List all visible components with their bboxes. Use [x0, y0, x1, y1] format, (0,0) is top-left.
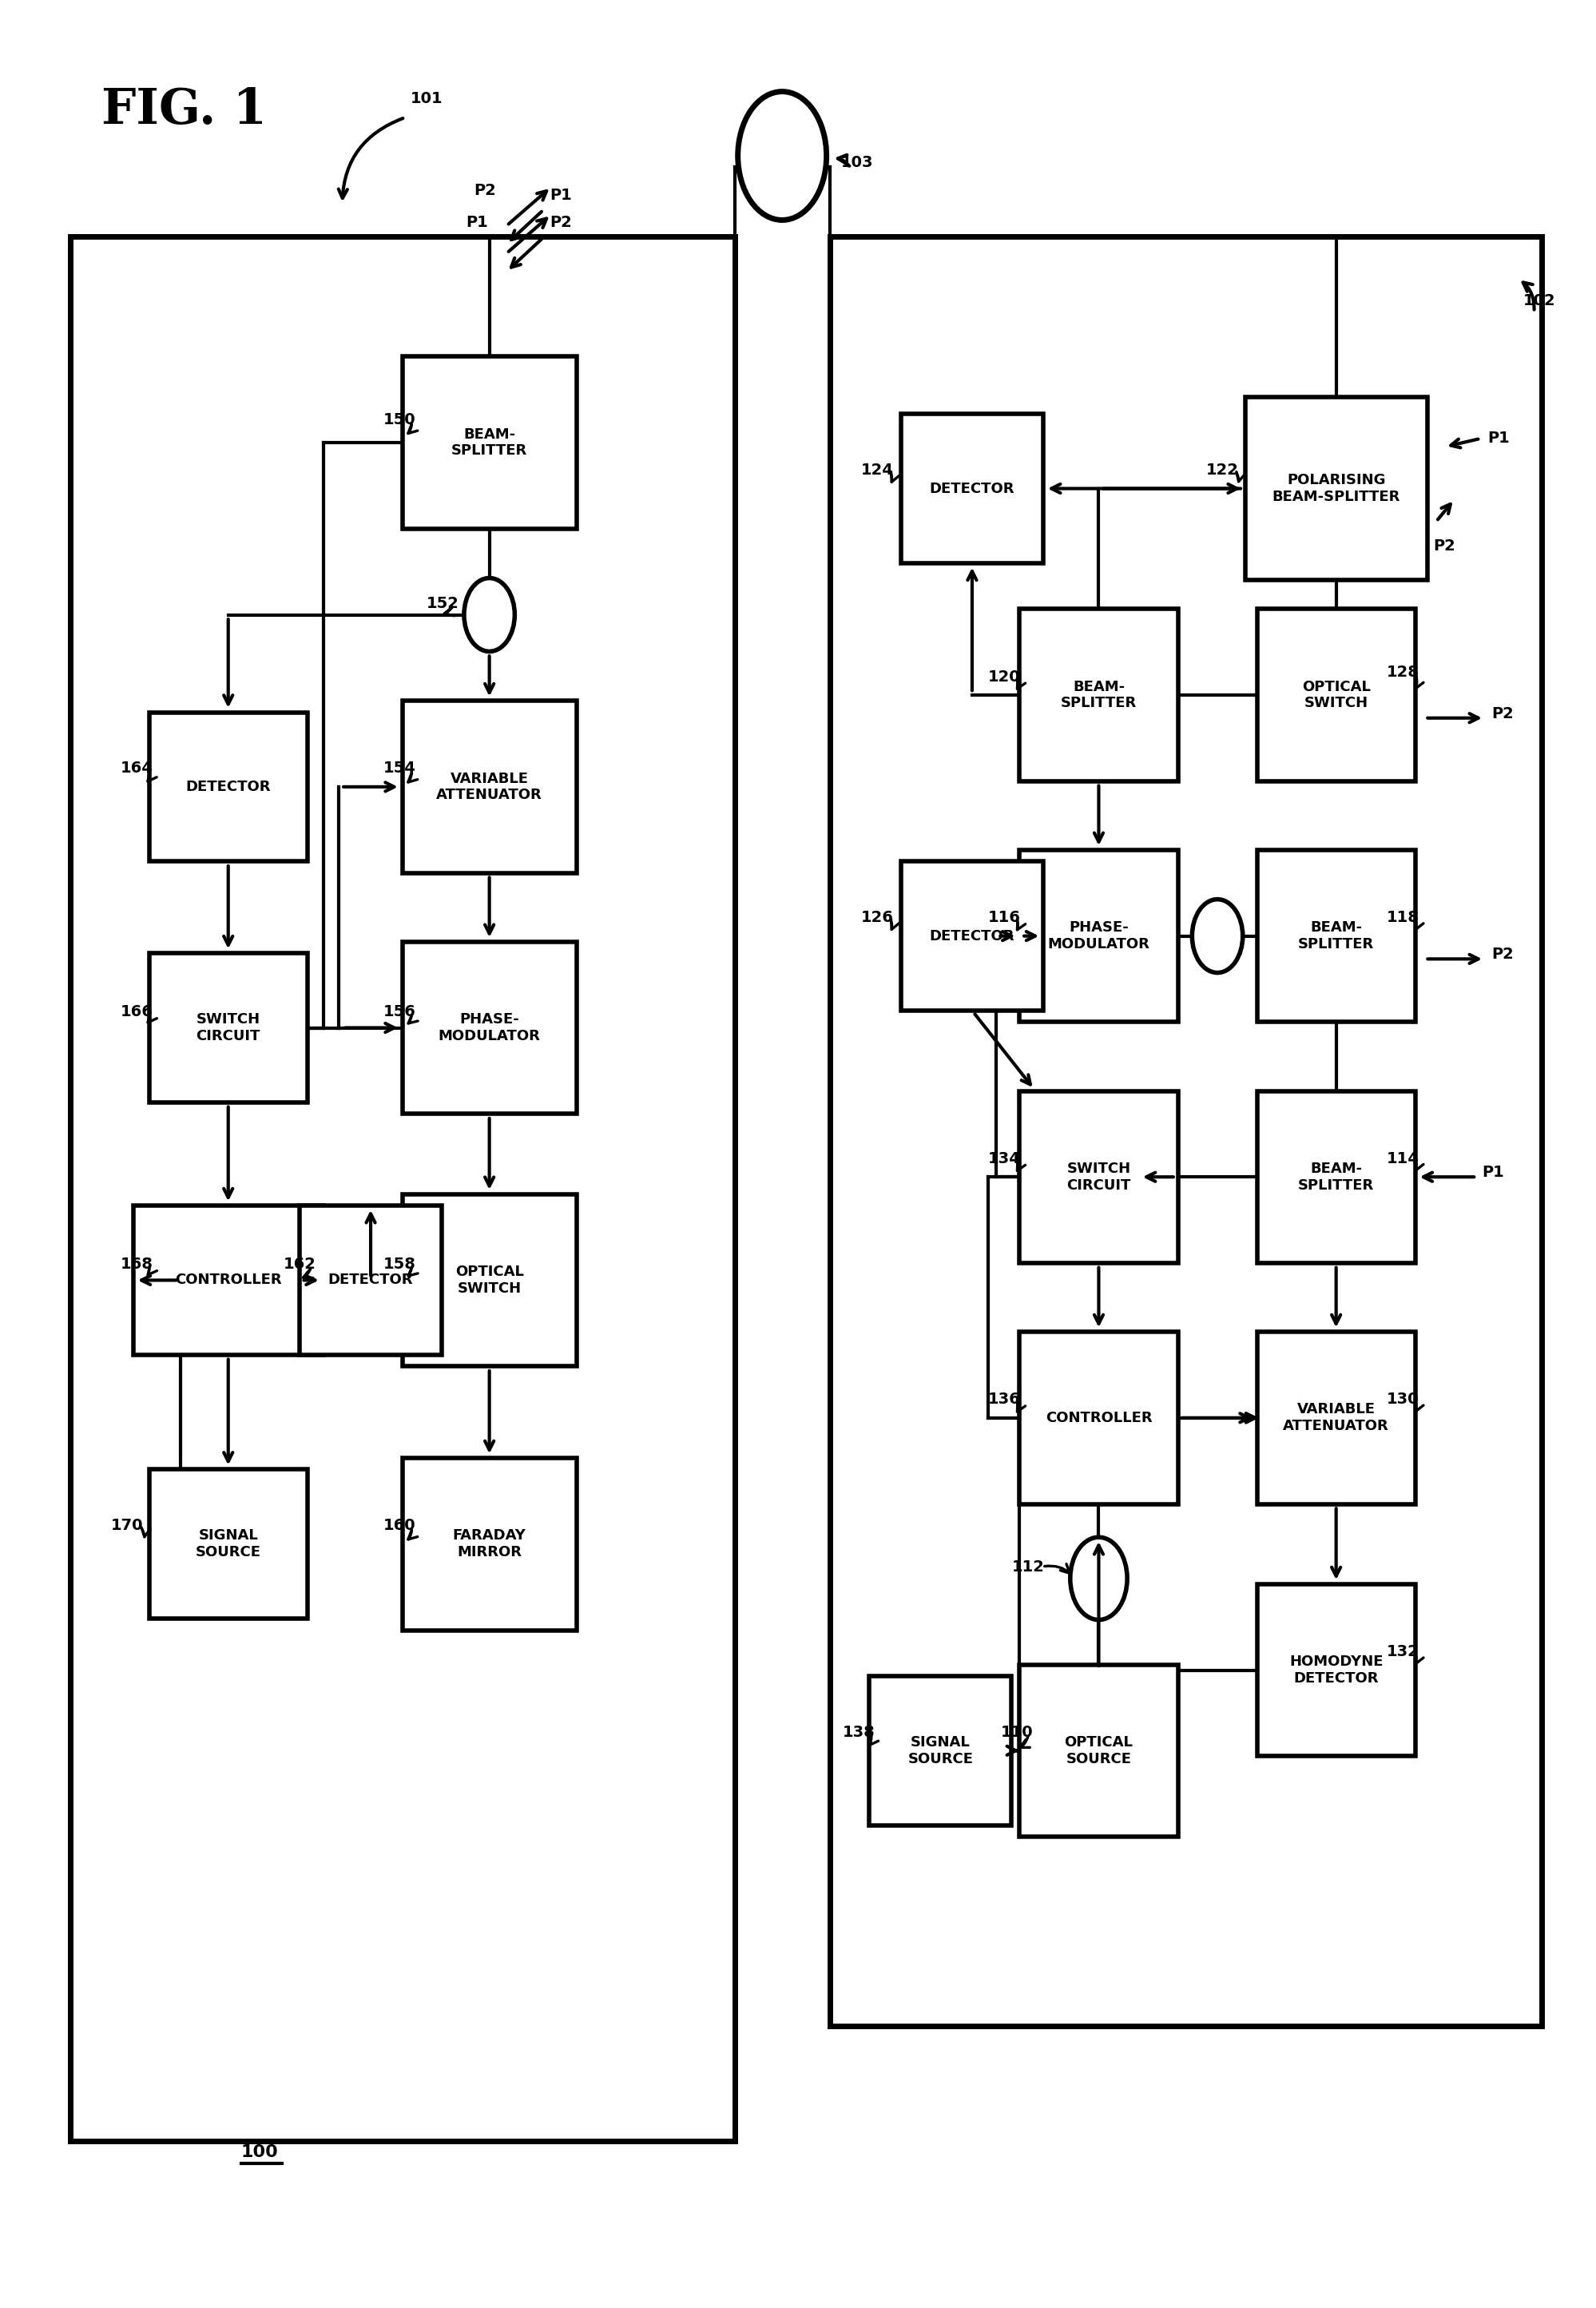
Text: PHASE-
MODULATOR: PHASE- MODULATOR — [439, 1013, 541, 1043]
Text: P2: P2 — [1491, 706, 1513, 720]
Bar — [402, 1459, 576, 1629]
Bar — [1020, 1092, 1178, 1262]
Bar — [402, 1193, 576, 1366]
Text: PHASE-
MODULATOR: PHASE- MODULATOR — [1047, 921, 1149, 951]
Bar — [148, 713, 308, 861]
Text: DETECTOR: DETECTOR — [329, 1274, 413, 1288]
Bar — [402, 702, 576, 872]
Bar — [148, 953, 308, 1103]
Text: 168: 168 — [121, 1256, 153, 1272]
Text: 126: 126 — [862, 909, 894, 926]
Bar — [1245, 397, 1427, 579]
Text: DETECTOR: DETECTOR — [929, 928, 1015, 944]
Text: SWITCH
CIRCUIT: SWITCH CIRCUIT — [196, 1013, 260, 1043]
Text: P2: P2 — [1491, 946, 1513, 962]
Text: P2: P2 — [549, 215, 571, 231]
Text: 160: 160 — [383, 1519, 417, 1533]
Text: 134: 134 — [988, 1152, 1020, 1166]
Text: P1: P1 — [466, 215, 488, 231]
Text: 170: 170 — [112, 1519, 144, 1533]
Bar — [1258, 849, 1416, 1022]
Text: OPTICAL
SOURCE: OPTICAL SOURCE — [1065, 1736, 1133, 1766]
Circle shape — [464, 577, 514, 651]
Circle shape — [737, 92, 827, 219]
Text: 150: 150 — [383, 413, 417, 427]
Bar — [1258, 1332, 1416, 1505]
Text: BEAM-
SPLITTER: BEAM- SPLITTER — [1061, 679, 1136, 711]
Text: 114: 114 — [1387, 1152, 1419, 1166]
Text: 156: 156 — [383, 1004, 417, 1020]
Text: 132: 132 — [1387, 1643, 1419, 1659]
Bar — [402, 358, 576, 529]
Bar — [300, 1205, 442, 1355]
Text: 100: 100 — [241, 2144, 278, 2160]
Text: P2: P2 — [474, 182, 496, 198]
Text: 128: 128 — [1387, 665, 1419, 679]
Text: 130: 130 — [1387, 1392, 1419, 1408]
Bar — [70, 235, 734, 2142]
Text: POLARISING
BEAM-SPLITTER: POLARISING BEAM-SPLITTER — [1272, 473, 1400, 503]
Text: CONTROLLER: CONTROLLER — [1045, 1410, 1152, 1424]
Bar — [900, 413, 1044, 563]
Text: P1: P1 — [549, 187, 571, 203]
Bar — [1258, 1092, 1416, 1262]
Text: CONTROLLER: CONTROLLER — [176, 1274, 281, 1288]
Bar — [1020, 849, 1178, 1022]
Text: P1: P1 — [1481, 1166, 1503, 1179]
Text: 101: 101 — [410, 90, 442, 106]
Text: BEAM-
SPLITTER: BEAM- SPLITTER — [1298, 1161, 1374, 1193]
Text: 112: 112 — [1012, 1560, 1044, 1574]
Bar — [1258, 1583, 1416, 1756]
Text: 138: 138 — [843, 1724, 875, 1740]
Text: 152: 152 — [426, 595, 458, 612]
Text: DETECTOR: DETECTOR — [185, 780, 271, 794]
Text: VARIABLE
ATTENUATOR: VARIABLE ATTENUATOR — [1283, 1403, 1389, 1433]
Text: FIG. 1: FIG. 1 — [102, 85, 267, 134]
Text: 166: 166 — [121, 1004, 153, 1020]
Bar — [402, 942, 576, 1115]
Text: SWITCH
CIRCUIT: SWITCH CIRCUIT — [1066, 1161, 1132, 1193]
Text: 154: 154 — [383, 762, 417, 775]
Bar — [1020, 1664, 1178, 1837]
Text: FARADAY
MIRROR: FARADAY MIRROR — [453, 1528, 527, 1560]
Text: P2: P2 — [1433, 538, 1456, 554]
Text: 118: 118 — [1387, 909, 1419, 926]
Bar — [148, 1470, 308, 1618]
Text: 102: 102 — [1523, 293, 1556, 309]
Circle shape — [1192, 900, 1243, 972]
Bar — [134, 1205, 324, 1355]
Text: 120: 120 — [988, 669, 1020, 683]
Bar — [870, 1676, 1012, 1826]
Bar — [1258, 609, 1416, 780]
Text: 124: 124 — [862, 462, 894, 478]
Text: 122: 122 — [1207, 462, 1238, 478]
Bar — [1020, 609, 1178, 780]
Text: OPTICAL
SWITCH: OPTICAL SWITCH — [1302, 679, 1371, 711]
Text: BEAM-
SPLITTER: BEAM- SPLITTER — [1298, 921, 1374, 951]
Bar — [900, 861, 1044, 1011]
Text: 164: 164 — [121, 762, 153, 775]
Text: SIGNAL
SOURCE: SIGNAL SOURCE — [195, 1528, 262, 1560]
Text: OPTICAL
SWITCH: OPTICAL SWITCH — [455, 1265, 523, 1295]
Text: DETECTOR: DETECTOR — [929, 482, 1015, 496]
Circle shape — [1071, 1537, 1127, 1620]
Bar — [830, 235, 1542, 2026]
Text: SIGNAL
SOURCE: SIGNAL SOURCE — [908, 1736, 974, 1766]
Text: 116: 116 — [988, 909, 1020, 926]
Text: 136: 136 — [988, 1392, 1020, 1408]
Text: BEAM-
SPLITTER: BEAM- SPLITTER — [452, 427, 527, 459]
Bar — [1020, 1332, 1178, 1505]
Text: HOMODYNE
DETECTOR: HOMODYNE DETECTOR — [1290, 1655, 1384, 1685]
Text: 162: 162 — [284, 1256, 316, 1272]
Text: P1: P1 — [1487, 432, 1510, 445]
Text: VARIABLE
ATTENUATOR: VARIABLE ATTENUATOR — [436, 771, 543, 803]
Text: 110: 110 — [1001, 1724, 1033, 1740]
Text: 158: 158 — [383, 1256, 417, 1272]
Text: 103: 103 — [841, 155, 873, 171]
